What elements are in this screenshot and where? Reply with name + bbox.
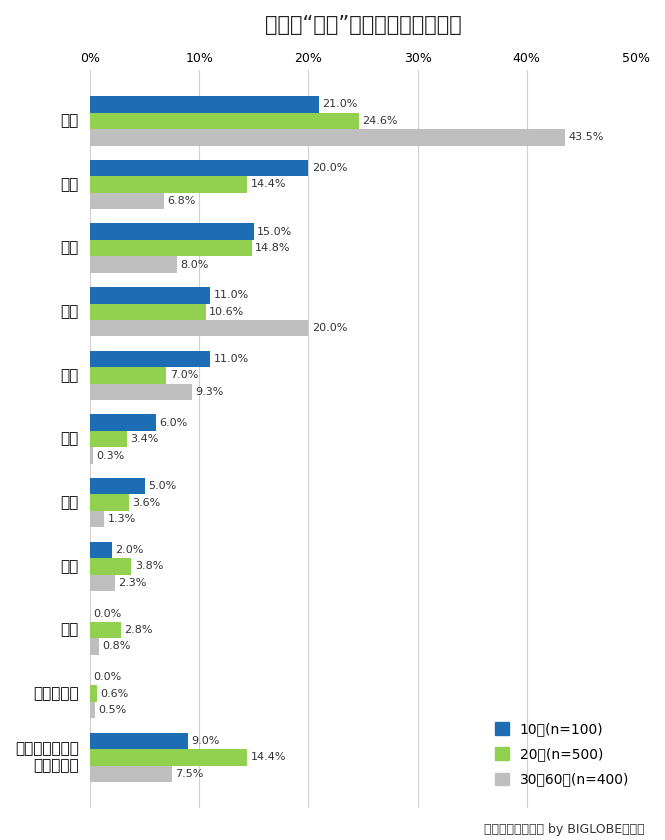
Text: 0.8%: 0.8% bbox=[102, 642, 130, 652]
Legend: 10代(n=100), 20代(n=500), 30～60代(n=400): 10代(n=100), 20代(n=500), 30～60代(n=400) bbox=[495, 722, 629, 786]
Bar bbox=[90, 511, 104, 528]
Text: 14.4%: 14.4% bbox=[251, 753, 286, 762]
Text: 0.6%: 0.6% bbox=[100, 689, 128, 699]
Bar bbox=[90, 542, 112, 558]
Text: 1.3%: 1.3% bbox=[108, 514, 136, 524]
Bar bbox=[90, 638, 98, 654]
Text: 2.0%: 2.0% bbox=[115, 545, 144, 555]
Bar bbox=[90, 303, 205, 320]
Text: 14.4%: 14.4% bbox=[251, 180, 286, 190]
Bar bbox=[90, 575, 115, 591]
Text: 3.6%: 3.6% bbox=[132, 497, 161, 507]
Text: 21.0%: 21.0% bbox=[323, 99, 358, 109]
Bar bbox=[90, 384, 192, 400]
Text: 43.5%: 43.5% bbox=[569, 132, 604, 142]
Bar bbox=[90, 287, 210, 303]
Bar bbox=[90, 176, 247, 192]
Bar bbox=[90, 223, 254, 240]
Text: 7.5%: 7.5% bbox=[175, 769, 203, 779]
Text: 0.0%: 0.0% bbox=[93, 672, 122, 682]
Bar bbox=[90, 367, 166, 384]
Text: 9.3%: 9.3% bbox=[195, 387, 223, 396]
Text: 14.8%: 14.8% bbox=[255, 243, 291, 253]
Text: 9.0%: 9.0% bbox=[192, 736, 220, 746]
Text: 3.8%: 3.8% bbox=[135, 561, 163, 571]
Title: 人生で“最も”大切にしているもの: 人生で“最も”大切にしているもの bbox=[265, 15, 462, 35]
Bar bbox=[90, 414, 156, 431]
Bar bbox=[90, 558, 132, 575]
Bar bbox=[90, 192, 164, 209]
Text: 0.3%: 0.3% bbox=[96, 450, 125, 460]
Bar bbox=[90, 478, 144, 495]
Text: 3.4%: 3.4% bbox=[130, 434, 159, 444]
Text: 2.3%: 2.3% bbox=[118, 578, 147, 588]
Bar bbox=[90, 160, 309, 176]
Text: 11.0%: 11.0% bbox=[213, 354, 249, 364]
Text: 8.0%: 8.0% bbox=[181, 260, 209, 270]
Bar bbox=[90, 685, 96, 702]
Text: 20.0%: 20.0% bbox=[312, 323, 347, 333]
Bar bbox=[90, 129, 565, 145]
Text: 0.0%: 0.0% bbox=[93, 608, 122, 618]
Bar bbox=[90, 113, 358, 129]
Bar bbox=[90, 350, 210, 367]
Bar bbox=[90, 732, 188, 749]
Bar bbox=[90, 765, 172, 782]
Bar bbox=[90, 495, 129, 511]
Text: 6.0%: 6.0% bbox=[159, 417, 187, 428]
Bar bbox=[90, 431, 127, 447]
Text: 『あしたメディア by BIGLOBE』調べ: 『あしたメディア by BIGLOBE』調べ bbox=[484, 823, 645, 836]
Bar bbox=[90, 240, 251, 256]
Bar bbox=[90, 702, 96, 718]
Text: 15.0%: 15.0% bbox=[257, 227, 293, 237]
Bar bbox=[90, 256, 178, 273]
Text: 20.0%: 20.0% bbox=[312, 163, 347, 173]
Text: 5.0%: 5.0% bbox=[148, 481, 176, 491]
Bar bbox=[90, 447, 93, 464]
Bar bbox=[90, 622, 120, 638]
Text: 24.6%: 24.6% bbox=[362, 116, 398, 126]
Bar bbox=[90, 749, 247, 765]
Text: 2.8%: 2.8% bbox=[124, 625, 152, 635]
Text: 11.0%: 11.0% bbox=[213, 291, 249, 300]
Bar bbox=[90, 96, 319, 113]
Text: 0.5%: 0.5% bbox=[98, 705, 127, 715]
Text: 7.0%: 7.0% bbox=[170, 370, 198, 381]
Text: 6.8%: 6.8% bbox=[168, 196, 196, 206]
Bar bbox=[90, 320, 309, 337]
Text: 10.6%: 10.6% bbox=[209, 307, 244, 317]
